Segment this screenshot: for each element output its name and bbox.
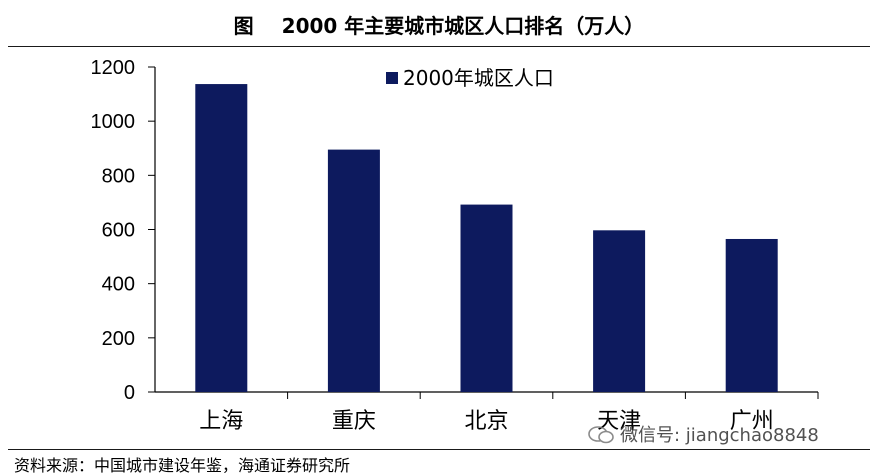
bar (195, 84, 248, 392)
y-tick-label: 400 (102, 274, 135, 296)
y-tick-label: 0 (124, 382, 135, 404)
title-divider (8, 46, 870, 47)
y-tick-label: 200 (102, 328, 135, 350)
chart-title: 图 2000 年主要城市城区人口排名（万人） (0, 10, 878, 39)
chart-title-text: 2000 年主要城市城区人口排名（万人） (281, 14, 645, 38)
chart-legend: 2000年城区人口 (386, 66, 554, 90)
x-tick-label: 上海 (199, 409, 243, 434)
x-tick-label: 北京 (464, 409, 508, 434)
footer-divider (8, 449, 870, 450)
y-tick-label: 800 (102, 165, 135, 187)
wechat-icon (588, 426, 614, 444)
x-tick-label: 重庆 (332, 409, 376, 434)
y-axis-ticks: 0 200 400 600 800 1000 1200 (91, 57, 155, 404)
y-tick-label: 1200 (91, 57, 136, 79)
figure-label: 图 (233, 14, 254, 38)
legend-swatch (386, 72, 398, 84)
bar (593, 230, 646, 392)
source-note: 资料来源：中国城市建设年鉴，海通证券研究所 (14, 456, 351, 475)
chart-bars (195, 84, 778, 392)
y-tick-label: 1000 (91, 111, 136, 133)
bar (725, 238, 778, 392)
bar (327, 149, 380, 392)
y-tick-label: 600 (102, 220, 135, 242)
bar (460, 204, 513, 392)
legend-label: 2000年城区人口 (403, 66, 554, 90)
watermark: 微信号: jiangchao8848 (588, 421, 819, 447)
watermark-text: 微信号: jiangchao8848 (620, 425, 819, 446)
x-tick-label: 广州 (730, 409, 774, 434)
